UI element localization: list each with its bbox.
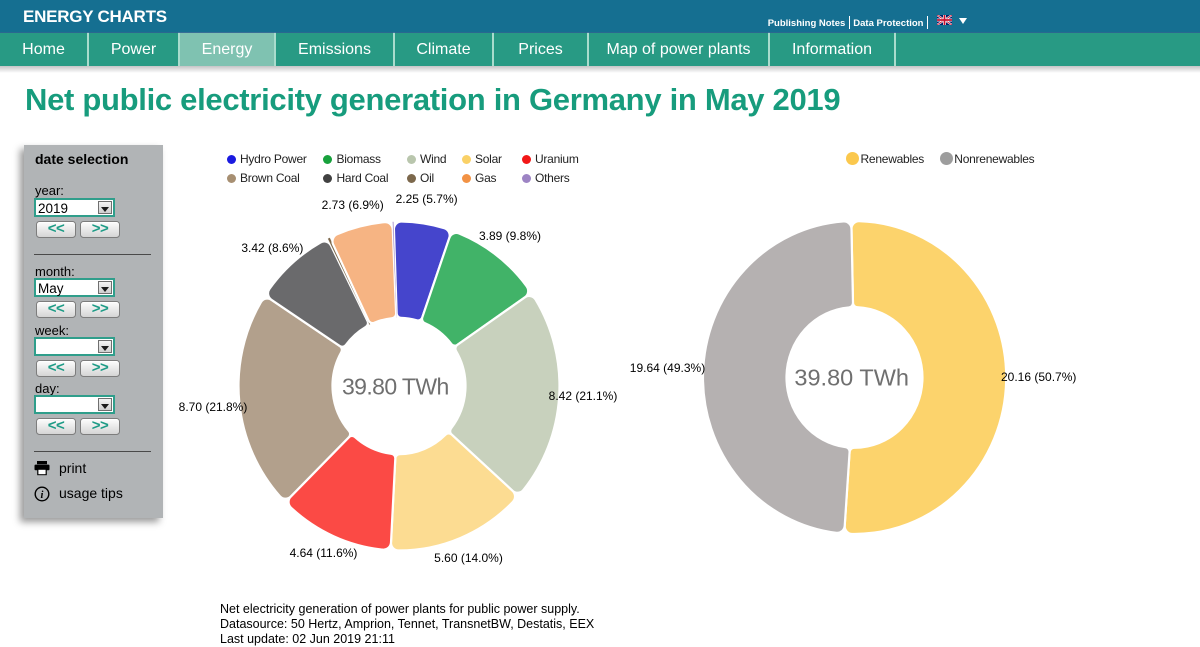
- svg-text:i: i: [41, 490, 44, 501]
